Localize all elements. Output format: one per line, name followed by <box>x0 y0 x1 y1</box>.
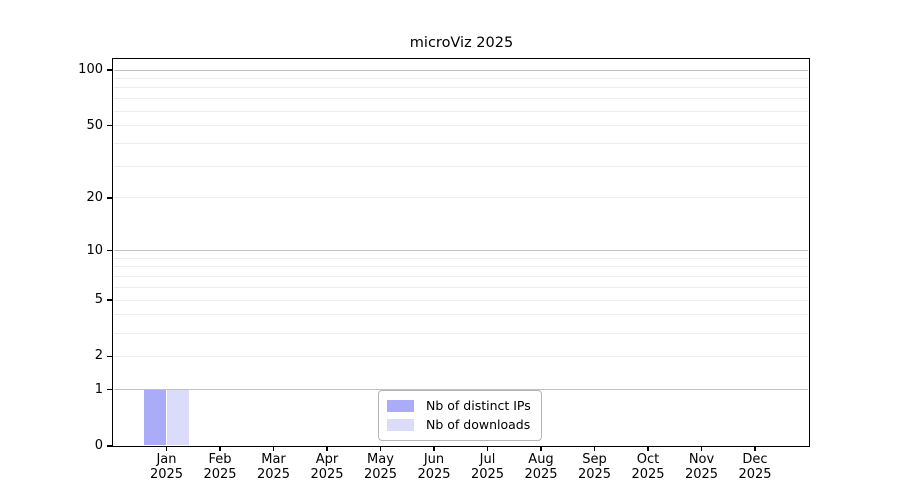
year-label: 2025 <box>524 467 558 482</box>
x-axis-tick <box>379 446 382 451</box>
x-axis-tick-label: Dec 2025 <box>720 452 790 482</box>
minor-gridline <box>114 77 808 79</box>
minor-gridline <box>114 87 808 89</box>
bar-distinct-ips-jan <box>144 389 167 446</box>
x-axis-tick <box>540 446 542 451</box>
minor-gridline <box>114 257 808 259</box>
month-label: Oct <box>636 452 660 467</box>
year-label: 2025 <box>577 467 612 482</box>
y-axis-tick <box>107 124 113 127</box>
legend-swatch-downloads-icon <box>387 419 414 431</box>
x-axis-tick <box>647 446 649 451</box>
x-axis-tick-label: Jan 2025 <box>132 452 202 482</box>
year-label: 2025 <box>738 467 772 482</box>
x-axis-tick-label: Aug 2025 <box>506 452 576 482</box>
y-axis-tick <box>107 445 113 447</box>
minor-gridline <box>114 276 808 278</box>
y-axis-tick-label: 5 <box>94 292 103 308</box>
month-label: Aug <box>528 452 554 467</box>
y-axis-tick <box>107 388 113 391</box>
month-label: Sep <box>582 452 607 467</box>
minor-gridline <box>114 355 808 357</box>
year-label: 2025 <box>363 467 398 482</box>
x-axis-tick-label: Mar 2025 <box>239 452 309 482</box>
minor-gridline <box>114 197 808 199</box>
x-axis-tick-label: Jul 2025 <box>453 452 523 482</box>
month-label: Mar <box>261 452 286 467</box>
y-axis-tick-label: 1 <box>94 381 103 397</box>
major-gridline <box>114 250 808 252</box>
x-axis-tick <box>700 446 703 451</box>
x-axis-tick-label: Sep 2025 <box>560 452 630 482</box>
y-axis-tick-label: 100 <box>78 62 103 77</box>
x-axis-tick <box>219 446 221 451</box>
y-axis-tick <box>107 197 113 199</box>
minor-gridline <box>114 314 808 316</box>
year-label: 2025 <box>149 467 184 482</box>
minor-gridline <box>114 332 808 334</box>
y-axis-tick-label: 2 <box>94 348 103 364</box>
legend-label-distinct-ips: Nb of distinct IPs <box>426 398 531 413</box>
month-label: Jun <box>423 452 445 467</box>
major-gridline <box>114 389 808 391</box>
y-axis-tick <box>107 69 113 71</box>
minor-gridline <box>114 165 808 167</box>
minor-gridline <box>114 299 808 301</box>
x-axis-tick-label: Apr 2025 <box>292 452 362 482</box>
chart-title: microViz 2025 <box>409 35 514 51</box>
month-label: Apr <box>315 452 339 467</box>
x-axis-tick <box>165 446 168 451</box>
month-label: Nov <box>688 452 715 467</box>
x-axis-tick-label: Jun 2025 <box>399 452 469 482</box>
year-label: 2025 <box>310 467 344 482</box>
legend-item-downloads: Nb of downloads <box>387 417 531 433</box>
month-label: Jan <box>156 452 177 467</box>
y-axis-tick <box>107 355 113 358</box>
x-axis-tick <box>433 446 435 451</box>
year-label: 2025 <box>256 467 291 482</box>
y-axis-tick <box>107 299 113 301</box>
y-axis-tick-label: 20 <box>86 189 103 205</box>
year-label: 2025 <box>631 467 665 482</box>
y-axis-tick <box>107 249 113 252</box>
year-label: 2025 <box>684 467 719 482</box>
month-label: Dec <box>742 452 768 467</box>
y-axis-tick-label: 10 <box>86 242 103 258</box>
minor-gridline <box>114 286 808 288</box>
legend: Nb of distinct IPs Nb of downloads <box>378 390 542 441</box>
x-axis-tick-label: Oct 2025 <box>613 452 683 482</box>
y-axis-tick-label: 50 <box>86 117 103 133</box>
month-label: May <box>367 452 394 467</box>
x-axis-tick <box>486 446 489 451</box>
legend-swatch-distinct-ips-icon <box>387 400 414 412</box>
month-label: Jul <box>479 452 496 467</box>
minor-gridline <box>114 98 808 100</box>
year-label: 2025 <box>203 467 237 482</box>
minor-gridline <box>114 125 808 127</box>
bar-downloads-jan <box>166 389 189 446</box>
x-axis-tick <box>272 446 275 451</box>
month-label: Feb <box>208 452 232 467</box>
year-label: 2025 <box>417 467 451 482</box>
y-axis-tick-label: 0 <box>94 438 103 453</box>
minor-gridline <box>114 142 808 144</box>
minor-gridline <box>114 110 808 112</box>
minor-gridline <box>114 266 808 268</box>
major-gridline <box>114 69 808 71</box>
year-label: 2025 <box>470 467 505 482</box>
x-axis-tick-label: Feb 2025 <box>185 452 255 482</box>
x-axis-tick <box>754 446 756 451</box>
x-axis-tick <box>593 446 596 451</box>
x-axis-tick-label: May 2025 <box>346 452 416 482</box>
x-axis-tick-label: Nov 2025 <box>667 452 737 482</box>
legend-item-distinct-ips: Nb of distinct IPs <box>387 398 531 414</box>
legend-label-downloads: Nb of downloads <box>426 417 531 432</box>
x-axis-tick <box>326 446 328 451</box>
